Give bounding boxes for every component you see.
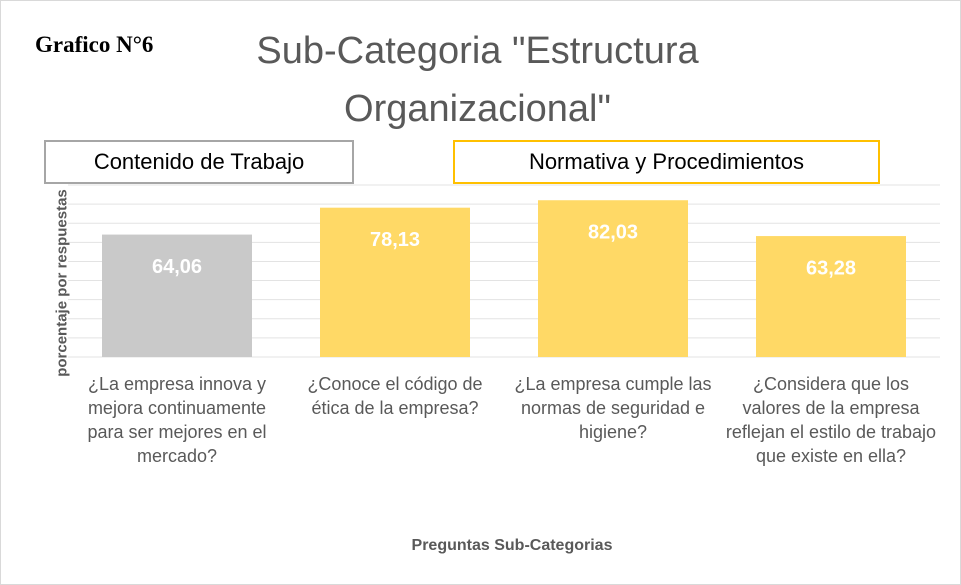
legend-box: Contenido de Trabajo bbox=[44, 140, 354, 184]
x-tick-label: ¿La empresa cumple las normas de segurid… bbox=[514, 374, 712, 442]
value-label: 64,06 bbox=[152, 256, 202, 278]
legend-box: Normativa y Procedimientos bbox=[453, 140, 880, 184]
x-tick-label: ¿Conoce el código de ética de la empresa… bbox=[307, 374, 483, 418]
x-tick-label: ¿La empresa innova y mejora continuament… bbox=[87, 374, 267, 466]
chart-label: Grafico N°6 bbox=[35, 32, 154, 57]
value-label: 63,28 bbox=[806, 257, 856, 279]
bar bbox=[102, 234, 252, 357]
value-label: 82,03 bbox=[588, 222, 638, 244]
x-tick-label: ¿Considera que los valores de la empresa… bbox=[725, 374, 937, 466]
bar bbox=[756, 236, 906, 357]
bar bbox=[320, 207, 470, 357]
y-axis-label: porcentaje por respuestas bbox=[53, 189, 71, 377]
x-axis-label: Preguntas Sub-Categorias bbox=[411, 537, 613, 554]
chart-title: Sub-Categoria "Estructura Organizacional… bbox=[256, 30, 699, 130]
bar bbox=[538, 200, 688, 357]
value-label: 78,13 bbox=[370, 229, 420, 251]
